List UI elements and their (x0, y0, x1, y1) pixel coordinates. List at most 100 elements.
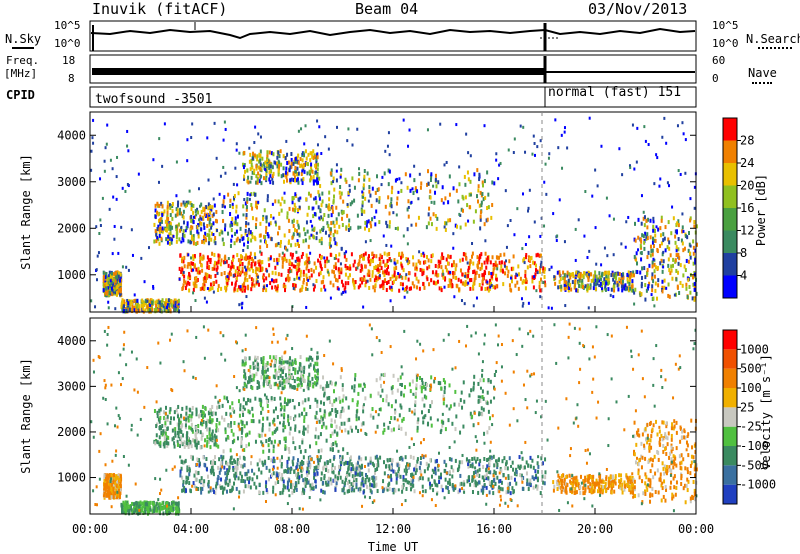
data-cell (281, 196, 284, 201)
data-cell (164, 301, 167, 306)
data-cell (235, 467, 238, 472)
data-cell (200, 413, 203, 418)
data-cell (518, 455, 521, 460)
data-cell (406, 185, 409, 190)
data-cell (256, 180, 259, 185)
data-cell (385, 262, 388, 267)
data-cell (344, 263, 347, 268)
data-cell (294, 159, 297, 164)
data-cell (665, 286, 668, 290)
data-cell (167, 435, 170, 440)
data-cell (188, 189, 191, 193)
data-cell (234, 460, 237, 465)
data-cell (181, 423, 184, 428)
data-cell (352, 263, 355, 268)
data-cell (648, 263, 651, 268)
data-cell (621, 173, 624, 177)
data-cell (274, 481, 277, 486)
data-cell (263, 208, 266, 213)
data-cell (359, 277, 362, 282)
data-cell (95, 278, 98, 282)
data-cell (103, 479, 106, 484)
data-cell (217, 257, 220, 262)
data-cell (407, 261, 410, 266)
data-cell (284, 277, 287, 282)
data-cell (300, 254, 303, 259)
data-cell (486, 280, 489, 284)
data-cell (163, 307, 166, 312)
data-cell (293, 227, 296, 232)
data-cell (184, 458, 187, 463)
data-cell (324, 230, 327, 235)
data-cell (347, 227, 350, 232)
data-cell (206, 136, 209, 140)
data-cell (473, 269, 476, 274)
data-cell (427, 258, 430, 263)
data-cell (307, 470, 310, 475)
data-cell (405, 486, 408, 491)
data-cell (674, 258, 677, 263)
data-cell (233, 241, 236, 246)
data-cell (387, 182, 390, 187)
data-cell (275, 222, 278, 227)
data-cell (213, 489, 216, 494)
data-cell (409, 188, 412, 193)
data-cell (692, 261, 695, 266)
data-cell (106, 289, 109, 294)
data-cell (527, 206, 530, 210)
data-cell (335, 205, 338, 210)
data-cell (121, 298, 124, 303)
data-cell (496, 462, 499, 467)
data-cell (374, 264, 377, 269)
data-cell (674, 234, 677, 239)
data-cell (659, 233, 662, 238)
data-cell (301, 252, 304, 257)
data-cell (118, 485, 121, 490)
data-cell (288, 266, 291, 271)
data-cell (210, 223, 213, 228)
data-cell (483, 483, 486, 488)
data-cell (388, 251, 391, 256)
data-cell (159, 426, 162, 431)
data-cell (335, 481, 338, 486)
data-cell (154, 309, 157, 314)
data-cell (567, 281, 570, 286)
data-cell (316, 152, 319, 156)
data-cell (321, 217, 324, 222)
data-cell (158, 442, 161, 447)
data-cell (395, 201, 398, 206)
data-cell (622, 275, 625, 280)
data-cell (225, 275, 228, 280)
data-cell (657, 227, 660, 232)
data-cell (181, 442, 184, 447)
data-cell (594, 287, 597, 292)
data-cell (258, 259, 261, 264)
data-cell (296, 462, 299, 467)
data-cell (330, 181, 333, 186)
data-cell (281, 477, 284, 482)
data-cell (344, 460, 347, 465)
data-cell (324, 135, 327, 139)
data-cell (236, 461, 239, 466)
data-cell (356, 127, 359, 131)
data-cell (481, 192, 484, 197)
data-cell (327, 205, 330, 210)
data-cell (199, 430, 202, 435)
data-cell (479, 210, 482, 215)
data-cell (369, 459, 372, 464)
data-cell (391, 274, 394, 279)
data-cell (107, 277, 110, 282)
data-cell (246, 191, 249, 196)
data-cell (106, 482, 109, 487)
data-cell (195, 241, 198, 246)
data-cell (344, 290, 347, 294)
data-cell (392, 469, 395, 474)
data-cell (362, 191, 365, 196)
data-cell (159, 506, 162, 511)
data-cell (405, 285, 408, 290)
data-cell (457, 467, 460, 472)
data-cell (148, 503, 151, 508)
data-cell (634, 238, 637, 243)
data-cell (656, 249, 659, 254)
data-cell (214, 455, 217, 460)
